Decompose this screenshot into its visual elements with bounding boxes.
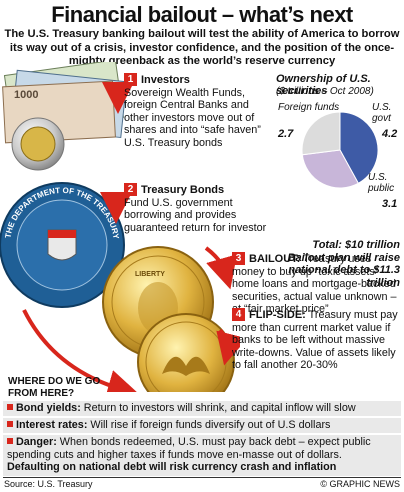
pie-slice-0 [339,111,379,184]
source: Source: U.S. Treasury [4,479,93,489]
section-bailout: 3 BAILOUT: Treasury uses money to buy up … [232,252,400,316]
chart-subtitle: ($ trillions – Oct 2008) [276,86,374,97]
divider [3,477,401,478]
chart-title: Ownership of U.S. securities [276,73,371,97]
section-investors: 1 Investors Sovereign Wealth Funds, forei… [124,73,264,150]
banknote-stack: 1000 [2,62,128,144]
pie-value-public: 3.1 [382,198,398,210]
credit: © GRAPHIC NEWS [320,479,400,489]
euro-coin-icon [11,117,65,171]
chart-total: Total: $10 trillion Bailout plan will ra… [256,239,400,289]
section-number: 3 [232,252,245,265]
flow-arrows [22,81,240,392]
section-text: Treasury must pay more than current mark… [232,309,398,372]
pie-chart [301,111,379,189]
band-bond-yields: Bond yields: Return to investors will sh… [3,401,401,416]
section-text: Treasury uses money to buy up “toxic ass… [232,253,397,316]
pie-value-govt: 4.2 [382,128,398,140]
banknote-value: 1000 [14,89,38,101]
bullet-icon [7,404,13,410]
band-interest-rates: Interest rates: Will rise if foreign fun… [3,418,401,433]
band-text: Return to investors will shrink, and cap… [83,402,356,414]
pie-label-public: U.S. public [368,172,395,194]
pie-value-foreign: 2.7 [278,128,294,140]
bullet-icon [7,438,13,444]
coin-text: LIBERTY [135,271,165,278]
band-label: Interest rates: [16,419,88,431]
section-number: 1 [124,73,137,86]
pie-label-foreign: Foreign funds [278,102,340,113]
section-treasury-bonds: 2 Treasury Bonds Fund U.S. government bor… [124,183,276,234]
section-number: 2 [124,183,137,196]
where-heading: WHERE DO WE GO FROM HERE? [8,376,101,399]
band-label: Bond yields: [16,402,81,414]
band-text: When bonds redeemed, U.S. must pay back … [7,436,371,461]
band-text: Will rise if foreign funds diversify out… [90,419,331,431]
band-danger: Danger: When bonds redeemed, U.S. must p… [3,435,401,476]
page-title: Financial bailout – what’s next [51,2,353,27]
section-text: Sovereign Wealth Funds, foreign Central … [124,86,261,149]
band-label: Danger: [16,436,57,448]
illustration: 1000 THE DEPARTMENT OF THE TREASURY LIBE… [0,62,240,392]
gold-coin-eagle-icon [137,313,235,392]
pie-label-govt: U.S. govt [372,102,392,124]
intro-text: The U.S. Treasury banking bailout will t… [4,28,400,67]
band-bold-text: Defaulting on national debt will risk cu… [7,461,337,474]
section-title: FLIP-SIDE: [249,309,306,321]
section-title: Investors [141,74,190,86]
section-title: BAILOUT: [249,253,301,265]
pie-slice-2 [301,111,341,156]
section-flip-side: 4 FLIP-SIDE: Treasury must pay more than … [232,308,400,372]
chart-note: Bailout plan will raise national debt to… [287,251,400,289]
bullet-icon [7,421,13,427]
section-text: Fund U.S. government borrowing and provi… [124,196,267,234]
pie-slice-1 [301,149,359,189]
section-number: 4 [232,308,245,321]
chart-total-text: Total: $10 trillion [312,239,400,251]
section-title: Treasury Bonds [141,184,225,196]
